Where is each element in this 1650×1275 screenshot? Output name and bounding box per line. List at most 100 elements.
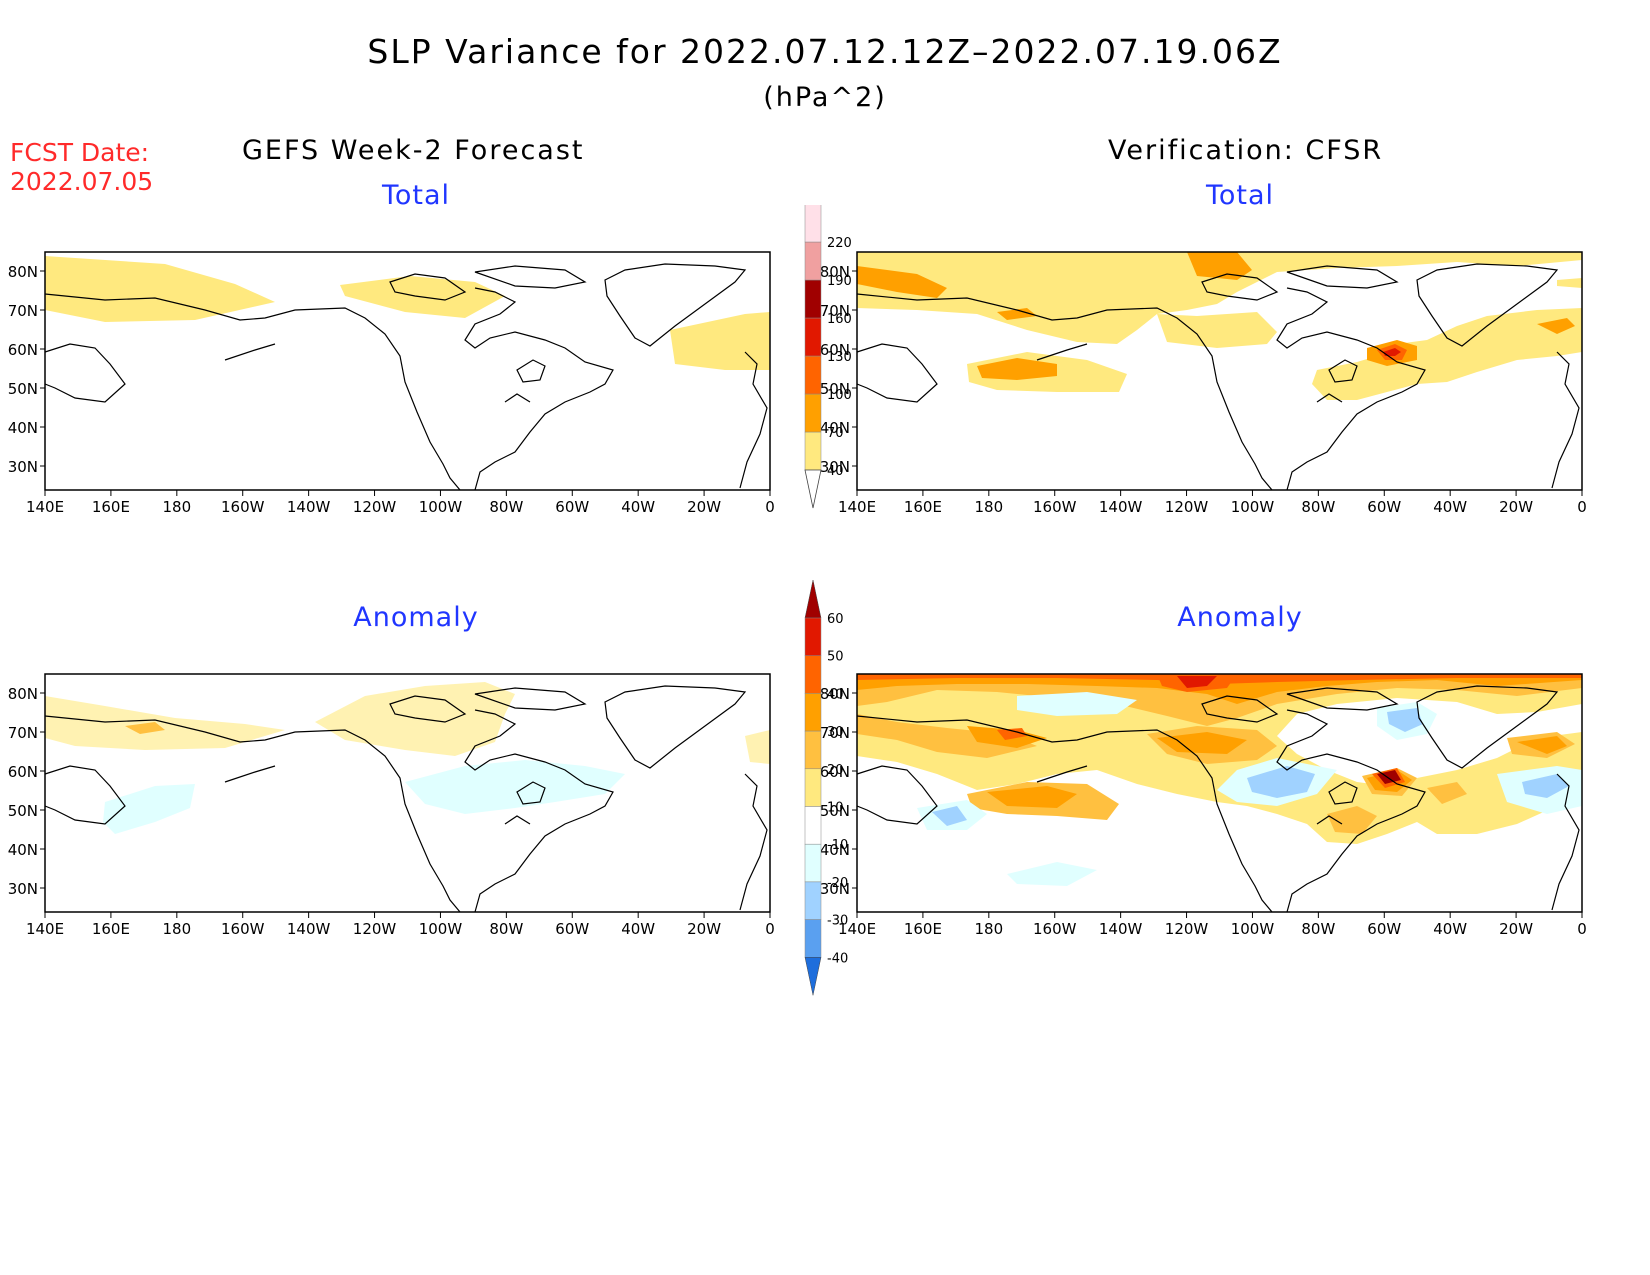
lon-tick-label: 160W xyxy=(221,920,265,938)
lon-tick-label: 0 xyxy=(765,498,775,516)
colorbar-anomaly-top-wedge xyxy=(804,579,822,619)
colorbar-total-box xyxy=(804,279,822,319)
lat-tick-label: 70N xyxy=(8,724,38,742)
colorbar-total: 40 70 100 130 160 190 220 xyxy=(804,205,852,509)
lat-tick-label: 50N xyxy=(820,802,850,820)
lon-tick-label: 180 xyxy=(162,920,191,938)
lon-tick-label: 120W xyxy=(353,920,397,938)
panel-title-top-right: Total xyxy=(1205,180,1275,211)
colorbar-total-box xyxy=(804,431,822,471)
lon-tick-label: 80W xyxy=(1301,498,1335,516)
coastlines xyxy=(856,263,1580,491)
lon-tick-label: 140E xyxy=(26,498,64,516)
lon-tick-label: 140E xyxy=(838,498,876,516)
lon-tick-label: 100W xyxy=(419,920,463,938)
colorbar-total-label: 70 xyxy=(827,426,844,441)
lon-tick-label: 60W xyxy=(1367,498,1401,516)
colorbar-total-label: 190 xyxy=(827,274,852,289)
colorbar-anomaly-label: 10 xyxy=(827,801,844,816)
panel-title-top-left: Total xyxy=(381,180,451,211)
lat-tick-label: 60N xyxy=(8,763,38,781)
colorbar-anomaly-box xyxy=(804,693,822,732)
lon-labels-top-right: 140E 160E 180 160W 140W 120W 100W 80W 60W 40W 20W 0 xyxy=(838,490,1587,516)
lat-tick-label: 30N xyxy=(8,458,38,476)
lat-labels-top-left: 80N 70N 60N 50N 40N 30N xyxy=(8,263,45,476)
colorbar-total-label: 40 xyxy=(827,464,844,479)
lon-tick-label: 40W xyxy=(621,920,655,938)
lon-tick-label: 80W xyxy=(489,498,523,516)
lon-tick-label: 20W xyxy=(1499,498,1533,516)
lat-tick-label: 30N xyxy=(820,880,850,898)
lat-tick-label: 40N xyxy=(820,419,850,437)
coastlines xyxy=(44,263,768,491)
lon-tick-label: 140W xyxy=(1099,920,1143,938)
lon-tick-label: 140W xyxy=(1099,498,1143,516)
colorbar-anomaly-box xyxy=(804,617,822,656)
lon-tick-label: 100W xyxy=(1231,920,1275,938)
colorbar-anomaly-box xyxy=(804,768,822,807)
colorbar-total-box xyxy=(804,241,822,281)
lon-tick-label: 100W xyxy=(419,498,463,516)
lon-tick-label: 160E xyxy=(92,920,130,938)
lat-tick-label: 70N xyxy=(820,724,850,742)
forecast-date-block: FCST Date: 2022.07.05 xyxy=(10,138,153,196)
colorbar-total-bottom-wedge xyxy=(804,469,822,509)
lat-tick-label: 60N xyxy=(8,341,38,359)
shading-130 xyxy=(1383,348,1401,356)
lon-tick-label: 120W xyxy=(1165,498,1209,516)
colorbar-anomaly-box xyxy=(804,843,822,883)
lon-tick-label: 80W xyxy=(1301,920,1335,938)
colorbar-anomaly-box xyxy=(804,655,822,694)
lon-tick-label: 0 xyxy=(765,920,775,938)
lon-tick-label: 160E xyxy=(904,498,942,516)
lat-tick-label: 80N xyxy=(820,263,850,281)
main-title: SLP Variance for 2022.07.12.12Z–2022.07.… xyxy=(367,32,1283,71)
colorbar-anomaly-label: 60 xyxy=(827,612,844,627)
lat-tick-label: 50N xyxy=(8,380,38,398)
right-column-heading: Verification: CFSR xyxy=(1108,135,1384,166)
colorbar-anomaly-box xyxy=(804,806,822,845)
colorbar-anomaly-label: 20 xyxy=(827,763,844,778)
colorbar-total-label: 130 xyxy=(827,350,852,365)
lat-labels-bottom-left: 80N 70N 60N 50N 40N 30N xyxy=(8,685,45,898)
lon-tick-label: 80W xyxy=(489,920,523,938)
lat-tick-label: 60N xyxy=(820,341,850,359)
lon-labels-bottom-left: 140E 160E 180 160W 140W 120W 100W 80W 60W 40W 20W 0 xyxy=(26,912,775,938)
lon-tick-label: 100W xyxy=(1231,498,1275,516)
lat-tick-label: 40N xyxy=(8,419,38,437)
lon-tick-label: 160W xyxy=(221,498,265,516)
lon-tick-label: 160W xyxy=(1033,498,1077,516)
colorbar-anomaly-box xyxy=(804,881,822,920)
lon-tick-label: 140W xyxy=(287,498,331,516)
lon-tick-label: 60W xyxy=(555,920,589,938)
lon-tick-label: 0 xyxy=(1577,498,1587,516)
lon-tick-label: 120W xyxy=(1165,920,1209,938)
lon-labels-bottom-right: 140E 160E 180 160W 140W 120W 100W 80W 60W 40W 20W 0 xyxy=(838,912,1587,938)
lon-tick-label: 60W xyxy=(1367,920,1401,938)
colorbar-total-box xyxy=(804,317,822,357)
lon-tick-label: 20W xyxy=(1499,920,1533,938)
lat-tick-label: 40N xyxy=(8,841,38,859)
lon-tick-label: 140E xyxy=(26,920,64,938)
lat-tick-label: 30N xyxy=(820,458,850,476)
lon-tick-label: 160W xyxy=(1033,920,1077,938)
lon-tick-label: 60W xyxy=(555,498,589,516)
fcst-label: FCST Date: xyxy=(10,138,150,167)
lon-tick-label: 140E xyxy=(838,920,876,938)
coastlines xyxy=(44,685,768,913)
left-column-heading: GEFS Week-2 Forecast xyxy=(242,135,585,166)
lon-tick-label: 120W xyxy=(353,498,397,516)
shading-20 xyxy=(125,722,165,734)
colorbar-anomaly-label: -10 xyxy=(827,838,848,853)
colorbar-anomaly-label: -20 xyxy=(827,876,848,891)
lat-tick-label: 80N xyxy=(820,685,850,703)
colorbar-anomaly-label: 30 xyxy=(827,725,844,740)
panel-title-bottom-left: Anomaly xyxy=(353,602,479,633)
colorbar-anomaly-label: -40 xyxy=(827,951,848,966)
lat-tick-label: 50N xyxy=(8,802,38,820)
colorbar-total-box xyxy=(804,355,822,395)
lon-tick-label: 160E xyxy=(92,498,130,516)
lat-tick-label: 60N xyxy=(820,763,850,781)
map-bottom-left: 80N 70N 60N 50N 40N 30N 140E 160E 180 160W 140W 12… xyxy=(8,673,775,938)
colorbar-anomaly-label: -30 xyxy=(827,914,848,929)
